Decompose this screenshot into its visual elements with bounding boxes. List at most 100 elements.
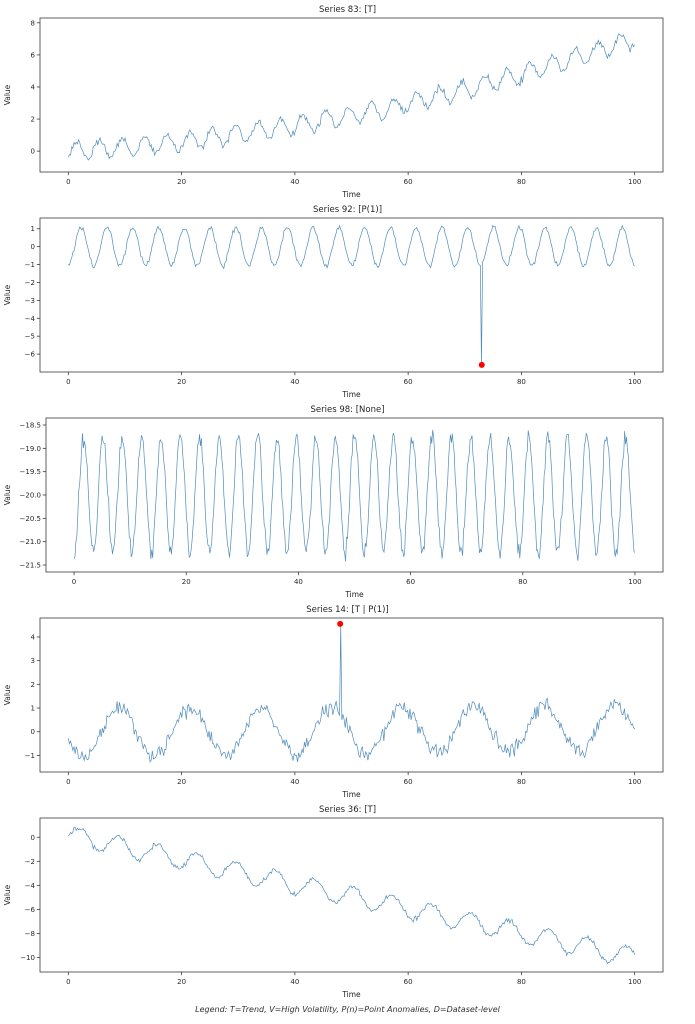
series-line xyxy=(68,224,635,365)
plot-frame xyxy=(39,617,664,773)
y-tick-label: −4 xyxy=(25,882,36,890)
x-axis-label: Time xyxy=(344,590,364,599)
series-line xyxy=(73,429,636,562)
x-tick-label: 80 xyxy=(517,378,526,386)
x-axis-label: Time xyxy=(341,790,361,799)
x-tick-label: 40 xyxy=(290,778,299,786)
chart-svg: Series 98: [None] 0 20 40 60 80 100 −18.5 −19.0 −… xyxy=(3,405,664,599)
plot-frame xyxy=(39,17,664,173)
series-line xyxy=(67,33,635,161)
x-tick-label: 0 xyxy=(66,978,70,986)
y-tick-label: −8 xyxy=(25,930,35,938)
x-tick-label: 20 xyxy=(177,978,186,986)
y-axis-label: Value xyxy=(3,484,12,505)
x-tick-label: 0 xyxy=(72,578,76,586)
chart-svg: Series 83: [T] 0 20 40 60 80 100 0 2 4 6 8 Time Value xyxy=(3,5,664,199)
y-tick-label: −18.5 xyxy=(20,422,41,430)
x-tick-label: 40 xyxy=(290,378,299,386)
y-tick-label: 0 xyxy=(31,148,35,156)
chart-title: Series 83: [T] xyxy=(319,5,376,15)
series-line xyxy=(68,826,636,965)
x-tick-label: 20 xyxy=(177,378,186,386)
chart-series-36: Series 36: [T] 0 20 40 60 80 100 0 −2 −4 −6 −8 −10 Ti… xyxy=(0,802,695,1002)
chart-svg: Series 36: [T] 0 20 40 60 80 100 0 −2 −4 −6 −8 −10 Ti… xyxy=(3,805,664,999)
y-tick-label: 8 xyxy=(31,19,35,27)
x-tick-label: 20 xyxy=(177,178,186,186)
series-line xyxy=(67,623,635,763)
y-tick-label: −6 xyxy=(25,351,36,359)
x-tick-label: 40 xyxy=(290,178,299,186)
x-tick-label: 60 xyxy=(404,778,413,786)
x-tick-label: 80 xyxy=(517,178,526,186)
anomaly-marker xyxy=(337,620,344,627)
y-tick-label: −3 xyxy=(25,297,35,305)
x-tick-label: 0 xyxy=(66,378,70,386)
x-tick-label: 80 xyxy=(517,778,526,786)
x-axis-label: Time xyxy=(341,990,361,999)
y-axis-label: Value xyxy=(3,284,12,305)
chart-series-92: Series 92: [P(1)] 0 20 40 60 80 100 1 0 −1 −2 −3 −4 −… xyxy=(0,202,695,402)
chart-svg: Series 92: [P(1)] 0 20 40 60 80 100 1 0 −1 −2 −3 −4 −… xyxy=(3,205,664,399)
chart-series-14: Series 14: [T | P(1)] 0 20 40 60 80 100 −1 0 1 2 3 4… xyxy=(0,602,695,802)
y-tick-label: 0 xyxy=(31,728,35,736)
x-tick-label: 60 xyxy=(404,978,413,986)
x-tick-label: 100 xyxy=(628,378,641,386)
y-tick-label: 0 xyxy=(31,834,35,842)
y-tick-label: −21.0 xyxy=(20,538,41,546)
y-tick-label: 1 xyxy=(31,225,35,233)
y-tick-label: 2 xyxy=(31,681,35,689)
y-tick-label: −20.5 xyxy=(20,515,41,523)
chart-svg: Series 14: [T | P(1)] 0 20 40 60 80 100 −1 0 1 2 3 4… xyxy=(3,605,664,799)
y-tick-label: 3 xyxy=(31,657,35,665)
y-tick-label: 4 xyxy=(31,633,36,641)
y-axis-label: Value xyxy=(3,684,12,705)
y-tick-label: 6 xyxy=(31,51,36,59)
y-tick-label: −10 xyxy=(20,954,35,962)
y-tick-label: −6 xyxy=(25,906,36,914)
x-axis-label: Time xyxy=(341,390,361,399)
x-tick-label: 60 xyxy=(406,578,415,586)
y-tick-label: −1 xyxy=(25,752,35,760)
x-axis-label: Time xyxy=(341,190,361,199)
x-tick-label: 100 xyxy=(628,978,641,986)
x-tick-label: 80 xyxy=(518,578,527,586)
y-tick-label: −19.5 xyxy=(20,468,41,476)
y-tick-label: −20.0 xyxy=(20,492,41,500)
y-tick-label: 1 xyxy=(31,705,35,713)
y-tick-label: −2 xyxy=(25,279,35,287)
chart-title: Series 92: [P(1)] xyxy=(313,205,382,215)
x-tick-label: 80 xyxy=(517,978,526,986)
x-tick-label: 100 xyxy=(628,178,641,186)
y-tick-label: −19.0 xyxy=(20,445,41,453)
y-tick-label: −2 xyxy=(25,858,35,866)
chart-series-83: Series 83: [T] 0 20 40 60 80 100 0 2 4 6 8 Time Value xyxy=(0,2,695,202)
y-axis-label: Value xyxy=(3,84,12,105)
anomaly-marker xyxy=(478,361,485,368)
x-tick-label: 20 xyxy=(182,578,191,586)
plot-frame xyxy=(39,817,664,973)
y-axis-label: Value xyxy=(3,884,12,905)
x-tick-label: 0 xyxy=(66,178,70,186)
chart-series-98: Series 98: [None] 0 20 40 60 80 100 −18.5 −19.0 −… xyxy=(0,402,695,602)
y-tick-label: 4 xyxy=(31,83,36,91)
x-tick-label: 100 xyxy=(628,778,641,786)
x-tick-label: 20 xyxy=(177,778,186,786)
x-tick-label: 60 xyxy=(404,178,413,186)
x-tick-label: 60 xyxy=(404,378,413,386)
y-tick-label: −21.5 xyxy=(20,562,41,570)
chart-title: Series 98: [None] xyxy=(310,405,384,415)
y-tick-label: 2 xyxy=(31,116,35,124)
y-tick-label: −4 xyxy=(25,315,36,323)
x-tick-label: 40 xyxy=(290,978,299,986)
x-tick-label: 40 xyxy=(294,578,303,586)
x-tick-label: 100 xyxy=(628,578,641,586)
y-tick-label: −1 xyxy=(25,261,35,269)
chart-title: Series 36: [T] xyxy=(319,805,376,815)
y-tick-label: −5 xyxy=(25,333,35,341)
plot-frame xyxy=(45,417,664,573)
x-tick-label: 0 xyxy=(66,778,70,786)
y-tick-label: 0 xyxy=(31,243,35,251)
chart-title: Series 14: [T | P(1)] xyxy=(306,605,388,615)
plot-frame xyxy=(39,217,664,373)
